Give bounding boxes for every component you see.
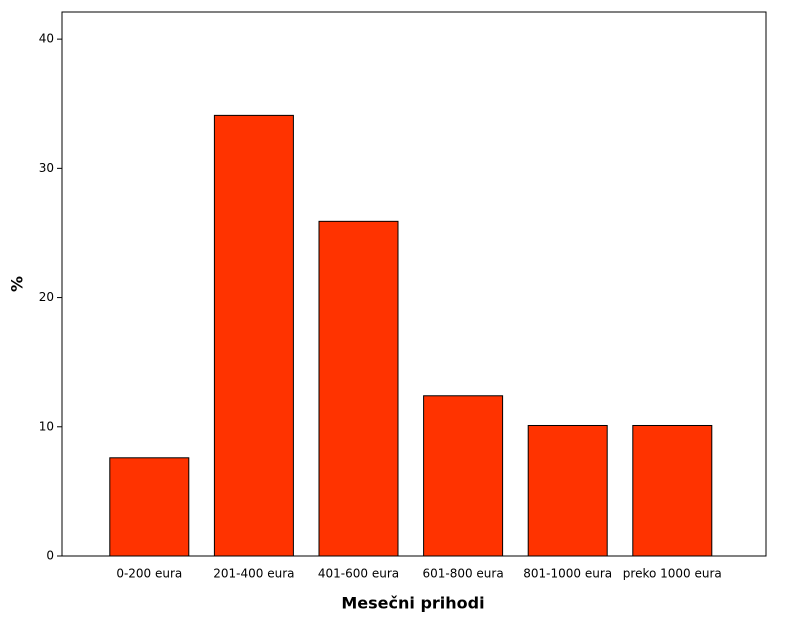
y-tick-label: 30 xyxy=(39,161,54,175)
x-tick-label: 0-200 eura xyxy=(116,567,182,581)
x-tick-label: 401-600 eura xyxy=(318,567,399,581)
x-tick-label: 801-1000 eura xyxy=(523,567,612,581)
y-tick-label: 10 xyxy=(39,419,54,433)
bar xyxy=(632,424,713,557)
y-tick-label: 20 xyxy=(39,290,54,304)
y-tick-label: 40 xyxy=(39,32,54,46)
x-tick-label: 201-400 eura xyxy=(213,567,294,581)
x-axis-title: Mesečni prihodi xyxy=(341,594,484,613)
x-tick-label: preko 1000 eura xyxy=(623,567,722,581)
y-tick-label: 0 xyxy=(46,549,54,563)
y-axis-title: % xyxy=(8,276,27,292)
x-tick-label: 601-800 eura xyxy=(422,567,503,581)
bar xyxy=(213,114,294,557)
bar xyxy=(423,395,504,557)
bar xyxy=(527,424,608,557)
bar xyxy=(318,220,399,557)
bar xyxy=(109,457,190,557)
